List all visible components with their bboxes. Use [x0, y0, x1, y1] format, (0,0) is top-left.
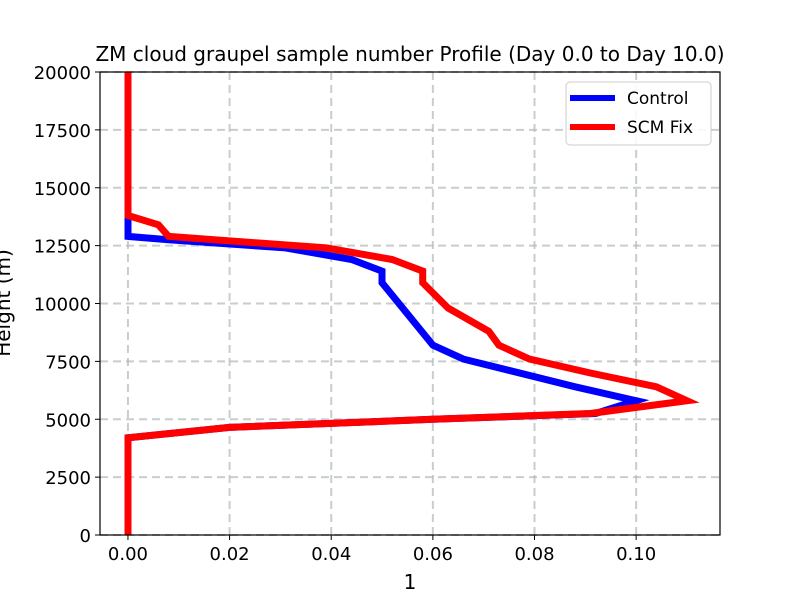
- x-tick-label: 0.04: [311, 544, 351, 565]
- x-tick-label: 0.02: [210, 544, 250, 565]
- series-lines: [124, 72, 700, 535]
- legend: Control SCM Fix: [565, 81, 712, 146]
- legend-label-scm-fix: SCM Fix: [627, 118, 693, 138]
- x-tick-label: 0.06: [413, 544, 453, 565]
- y-tick-label: 2500: [45, 468, 91, 489]
- chart-title: ZM cloud graupel sample number Profile (…: [95, 42, 725, 66]
- x-tick-label: 0.08: [514, 544, 554, 565]
- series-line-scm-fix: [124, 72, 700, 535]
- y-tick-label: 17500: [34, 121, 91, 142]
- y-axis-label: Height (m): [0, 249, 15, 357]
- y-axis-ticks: 0 2500 5000 7500 10000 12500 15000 17500 20000: [34, 63, 100, 547]
- x-tick-label: 0.00: [108, 544, 148, 565]
- x-axis-ticks: 0.00 0.02 0.04 0.06 0.08 0.10: [108, 535, 656, 565]
- series-line-control: [124, 217, 650, 535]
- y-tick-label: 0: [80, 526, 91, 547]
- x-axis-label: 1: [404, 570, 417, 594]
- y-tick-label: 5000: [45, 410, 91, 431]
- y-tick-label: 12500: [34, 237, 91, 258]
- y-tick-label: 10000: [34, 295, 91, 316]
- legend-label-control: Control: [627, 89, 688, 109]
- y-tick-label: 20000: [34, 63, 91, 84]
- y-tick-label: 15000: [34, 179, 91, 200]
- x-tick-label: 0.10: [616, 544, 656, 565]
- y-tick-label: 7500: [45, 352, 91, 373]
